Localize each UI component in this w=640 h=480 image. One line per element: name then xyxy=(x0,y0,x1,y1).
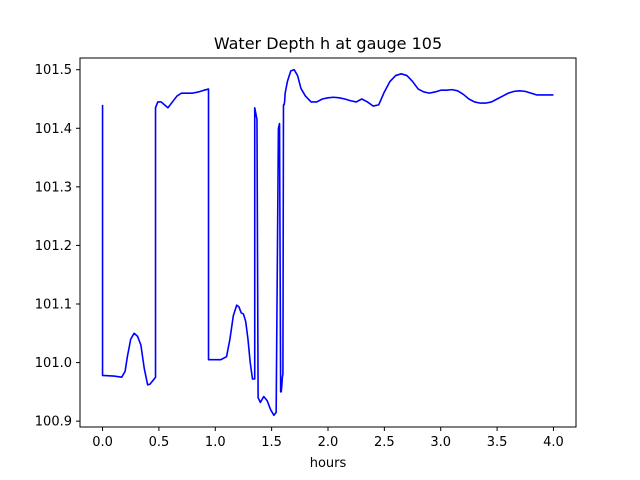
x-axis-label: hours xyxy=(310,456,347,471)
x-tick-label: 3.5 xyxy=(487,435,508,450)
y-tick-label: 101.2 xyxy=(35,239,72,254)
y-axis-ticks: 100.9 101.0 101.1 101.2 101.3 101.4 101.5 xyxy=(35,63,80,430)
plot-frame xyxy=(79,57,577,428)
x-tick-label: 1.0 xyxy=(205,435,226,450)
y-tick-label: 101.3 xyxy=(35,180,72,195)
y-tick-label: 101.5 xyxy=(35,63,72,78)
x-tick-label: 1.5 xyxy=(261,435,282,450)
series-line xyxy=(101,68,554,417)
chart-title: Water Depth h at gauge 105 xyxy=(214,34,442,53)
x-tick-label: 3.0 xyxy=(430,435,451,450)
x-tick-label: 0.5 xyxy=(149,435,170,450)
x-tick-label: 2.5 xyxy=(374,435,395,450)
y-tick-label: 101.0 xyxy=(35,356,72,371)
x-tick-label: 2.0 xyxy=(318,435,339,450)
y-tick-label: 100.9 xyxy=(35,415,72,430)
x-tick-label: 0.0 xyxy=(92,435,113,450)
plot-background xyxy=(80,58,576,427)
x-tick-label: 4.0 xyxy=(543,435,564,450)
x-axis-ticks: 0.0 0.5 1.0 1.5 2.0 2.5 3.0 3.5 4.0 xyxy=(92,427,564,450)
y-tick-label: 101.1 xyxy=(35,298,72,313)
y-tick-label: 101.4 xyxy=(35,122,72,137)
series-layer xyxy=(101,68,554,417)
